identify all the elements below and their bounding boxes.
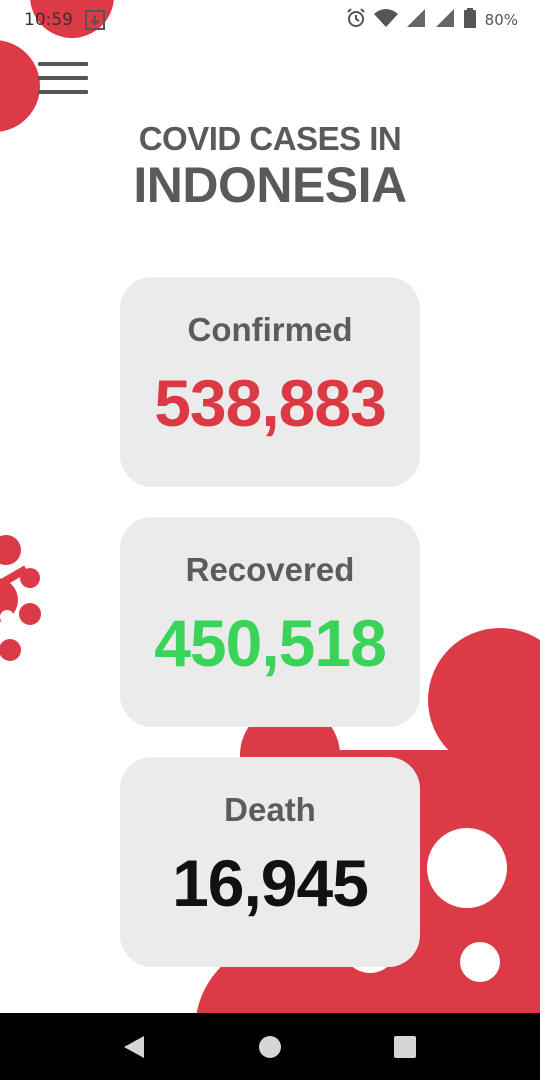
battery-level: 80%	[484, 11, 518, 29]
death-card: Death 16,945	[120, 757, 420, 967]
navigation-bar	[0, 1013, 540, 1080]
confirmed-label: Confirmed	[187, 311, 353, 348]
home-icon[interactable]	[255, 1033, 285, 1061]
recovered-card: Recovered 450,518	[120, 517, 420, 727]
signal-icon	[435, 8, 457, 32]
status-time: 10:59	[24, 10, 73, 30]
confirmed-value: 538,883	[154, 366, 387, 440]
status-bar: 10:59	[0, 0, 540, 40]
death-value: 16,945	[172, 846, 369, 920]
recovered-value: 450,518	[154, 606, 387, 680]
death-label: Death	[224, 791, 316, 828]
page-title-line1: COVID CASES IN	[138, 120, 402, 157]
confirmed-card: Confirmed 538,883	[120, 277, 420, 487]
wifi-icon	[373, 8, 399, 32]
back-icon[interactable]	[120, 1033, 150, 1061]
status-icons: 80%	[346, 8, 518, 32]
battery-icon	[463, 8, 476, 32]
page-title-line2: INDONESIA	[133, 157, 407, 213]
recents-icon[interactable]	[390, 1033, 420, 1061]
recovered-label: Recovered	[185, 551, 355, 588]
alarm-icon	[346, 8, 366, 32]
signal-icon	[406, 8, 428, 32]
notification-icon	[84, 9, 106, 35]
hamburger-menu-icon[interactable]	[38, 60, 90, 98]
